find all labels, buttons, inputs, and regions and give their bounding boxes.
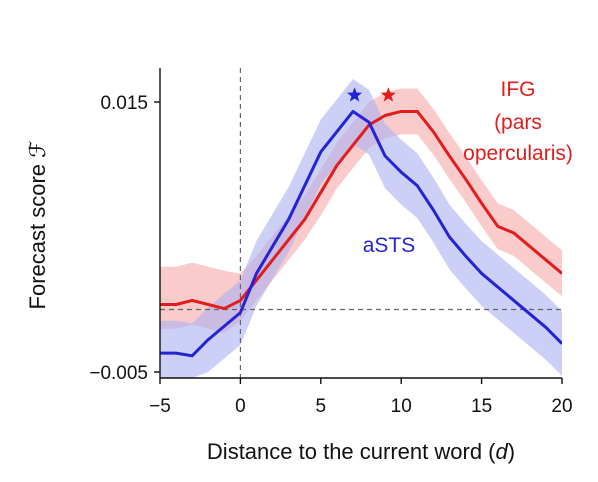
series-label-ifg: opercularis) <box>463 142 573 165</box>
peak-star-asts <box>346 87 363 102</box>
peak-markers <box>346 87 396 102</box>
series-line-asts <box>160 109 562 358</box>
series-label-asts: aSTS <box>363 234 416 257</box>
peak-star-ifg <box>380 87 396 102</box>
y-tick-label: −0.005 <box>89 363 148 384</box>
x-tick-label: 20 <box>551 396 572 417</box>
x-tick-label: 0 <box>235 396 246 417</box>
series-lines <box>160 109 562 358</box>
series-label-ifg: IFG <box>501 78 536 101</box>
text-labels: Distance to the current word (d) Forecast… <box>25 78 573 464</box>
x-tick-label: −5 <box>149 396 171 417</box>
axes: −5 0 5 10 15 20 −0.005 0.015 <box>89 68 573 417</box>
x-tick-label: 15 <box>471 396 492 417</box>
x-tick-label: 5 <box>316 396 327 417</box>
x-axis-label: Distance to the current word (d) <box>207 439 515 464</box>
y-axis-label: Forecast score ℱ <box>25 141 50 310</box>
series-line-ifg <box>160 109 562 311</box>
series-label-ifg: (pars <box>494 111 542 134</box>
reference-lines <box>160 68 562 378</box>
y-tick-label: 0.015 <box>100 93 148 114</box>
x-tick-label: 10 <box>391 396 412 417</box>
